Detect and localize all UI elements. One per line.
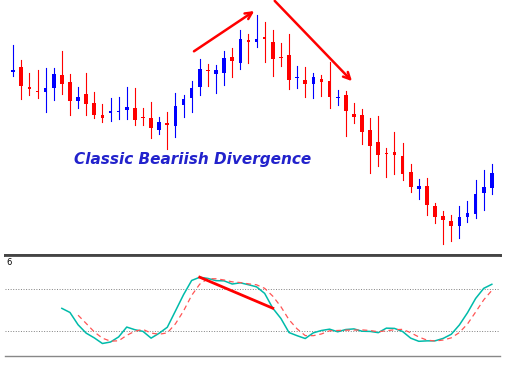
Bar: [117, 110, 121, 112]
Bar: [214, 70, 218, 75]
Bar: [158, 122, 161, 131]
Bar: [295, 77, 299, 78]
Bar: [360, 115, 364, 132]
Bar: [320, 79, 323, 82]
Bar: [109, 111, 112, 113]
Bar: [28, 87, 31, 88]
Bar: [84, 94, 88, 104]
Bar: [44, 88, 47, 92]
Bar: [20, 67, 23, 86]
Bar: [336, 97, 339, 98]
Bar: [384, 153, 388, 154]
Bar: [125, 106, 129, 110]
Bar: [287, 55, 291, 80]
Bar: [36, 91, 39, 92]
Bar: [401, 156, 405, 174]
Bar: [433, 206, 437, 217]
Bar: [449, 221, 453, 226]
Bar: [393, 152, 396, 155]
Bar: [133, 108, 137, 120]
Text: Classic Beariish Divergence: Classic Beariish Divergence: [74, 152, 312, 167]
Bar: [190, 88, 193, 98]
Bar: [238, 39, 242, 63]
Bar: [344, 95, 347, 112]
Bar: [206, 70, 210, 71]
Bar: [60, 75, 64, 84]
Bar: [100, 115, 104, 118]
Bar: [279, 57, 283, 58]
Bar: [198, 69, 201, 87]
Bar: [174, 106, 177, 126]
Bar: [255, 39, 259, 41]
Bar: [182, 99, 185, 105]
Bar: [230, 57, 234, 61]
Bar: [474, 194, 477, 214]
Bar: [376, 142, 380, 155]
Bar: [271, 41, 275, 59]
Bar: [263, 37, 267, 39]
Bar: [441, 216, 445, 221]
Bar: [482, 187, 485, 193]
Text: 6: 6: [7, 258, 12, 267]
Bar: [352, 114, 356, 117]
Bar: [490, 174, 494, 188]
Bar: [368, 130, 372, 146]
Bar: [11, 70, 15, 72]
Bar: [304, 80, 307, 84]
Bar: [409, 172, 413, 187]
Bar: [466, 213, 469, 217]
Bar: [328, 81, 331, 97]
Bar: [52, 75, 56, 88]
Bar: [458, 217, 461, 226]
Bar: [222, 58, 226, 73]
Bar: [425, 186, 429, 205]
Bar: [312, 77, 315, 84]
Bar: [76, 97, 80, 101]
Bar: [149, 118, 153, 128]
Bar: [68, 82, 72, 101]
Bar: [417, 186, 421, 189]
Bar: [166, 123, 169, 126]
Bar: [92, 103, 96, 115]
Bar: [141, 117, 145, 118]
Bar: [246, 40, 250, 41]
